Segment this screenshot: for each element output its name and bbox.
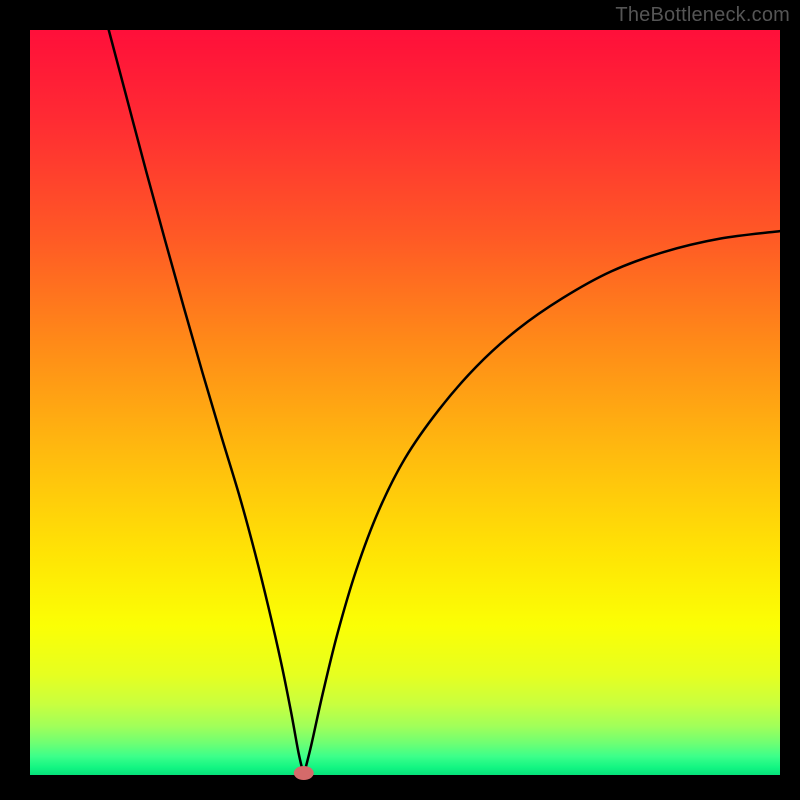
watermark-text: TheBottleneck.com bbox=[615, 4, 790, 27]
bottleneck-chart: TheBottleneck.com bbox=[0, 0, 800, 800]
chart-svg bbox=[0, 0, 800, 800]
plot-area-gradient bbox=[30, 30, 780, 775]
optimum-marker bbox=[294, 766, 314, 780]
